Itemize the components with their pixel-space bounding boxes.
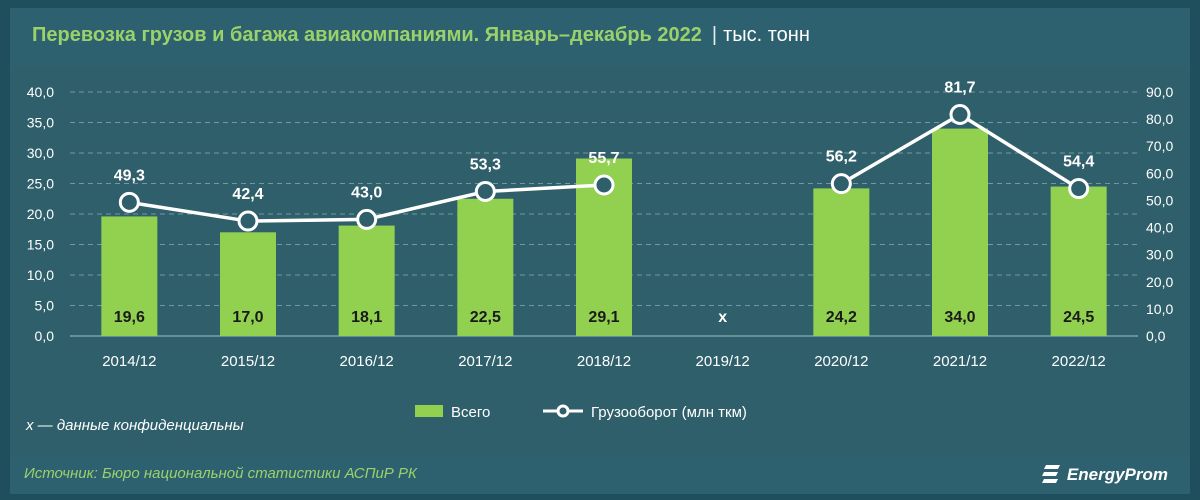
line-value-label: 49,3 xyxy=(114,167,145,184)
y-right-tick-label: 60,0 xyxy=(1146,165,1173,181)
chart-svg: 0,0 5,0 10,0 15,0 20,0 25,0 30,0 35,0 40,0 0,0 10… xyxy=(25,80,1173,434)
x-tick-label: 2022/12 xyxy=(1052,353,1106,370)
y-right-tick-label: 70,0 xyxy=(1146,138,1173,154)
x-tick-label: 2014/12 xyxy=(102,353,156,370)
confidentiality-note: x — данные конфиденциальны xyxy=(25,417,244,434)
bar-value-label: 24,5 xyxy=(1063,309,1094,326)
line-point xyxy=(1068,178,1090,200)
y-right-tick-label: 90,0 xyxy=(1146,84,1173,100)
bar xyxy=(338,225,395,336)
logo-icon xyxy=(1041,465,1060,483)
chart-title: Перевозка грузов и багажа авиакомпаниями… xyxy=(32,24,810,47)
title-separator: | xyxy=(711,24,718,46)
plot-area: 0,0 5,0 10,0 15,0 20,0 25,0 30,0 35,0 40,0 0,0 10… xyxy=(10,66,1190,456)
line-series: 49,3 42,4 43,0 53,3 55,7 56,2 81,7 54,4 xyxy=(114,80,1094,232)
y-right-tick-label: 40,0 xyxy=(1146,220,1173,236)
line-point xyxy=(118,191,140,213)
bar-value-label: 19,6 xyxy=(114,309,145,326)
bar xyxy=(220,232,276,336)
confidential-marker: x xyxy=(718,309,727,326)
x-tick-label: 2020/12 xyxy=(814,353,868,370)
line-point xyxy=(949,104,971,126)
line-point xyxy=(830,173,852,195)
chart-title-text: Перевозка грузов и багажа авиакомпаниями… xyxy=(32,24,702,46)
x-tick-label: 2019/12 xyxy=(696,353,750,370)
y-left-tick-label: 20,0 xyxy=(27,206,54,222)
logo-text: EnergyProm xyxy=(1066,465,1168,484)
line-point xyxy=(356,208,378,230)
line-point xyxy=(237,210,259,232)
y-left-tick-label: 25,0 xyxy=(27,176,54,192)
bar-value-label: 24,2 xyxy=(826,309,857,326)
source-text: Источник: Бюро национальной статистики А… xyxy=(24,465,417,482)
y-right-tick-label: 30,0 xyxy=(1146,247,1173,263)
y-right-tick-label: 10,0 xyxy=(1146,301,1173,317)
y-axis-left: 0,0 5,0 10,0 15,0 20,0 25,0 30,0 35,0 40,0 xyxy=(27,84,54,344)
y-left-tick-label: 15,0 xyxy=(27,237,54,253)
chart-header: Перевозка грузов и багажа авиакомпаниями… xyxy=(10,8,1190,66)
bar-value-label: 18,1 xyxy=(351,309,382,326)
y-left-tick-label: 40,0 xyxy=(27,84,54,100)
bar-value-label: 22,5 xyxy=(470,309,501,326)
bar xyxy=(932,128,988,336)
x-tick-label: 2016/12 xyxy=(340,353,394,370)
y-right-tick-label: 50,0 xyxy=(1146,192,1173,208)
bar xyxy=(813,188,870,336)
chart-footer: Источник: Бюро национальной статистики А… xyxy=(10,456,1190,494)
line-value-label: 53,3 xyxy=(470,156,501,173)
y-right-tick-label: 20,0 xyxy=(1146,274,1173,290)
x-tick-label: 2021/12 xyxy=(933,353,987,370)
line-value-label: 42,4 xyxy=(232,186,263,203)
x-tick-label: 2017/12 xyxy=(458,353,512,370)
bar xyxy=(101,216,158,336)
y-left-tick-label: 0,0 xyxy=(35,328,55,344)
x-axis: 2014/12 2015/12 2016/12 2017/12 2018/12 2019/… xyxy=(102,353,1106,370)
bar-value-label: 34,0 xyxy=(944,309,975,326)
bar-series: 19,6 17,0 18,1 22,5 29,1 24,2 34,0 24,5 x xyxy=(101,128,1107,336)
line-value-label: 43,0 xyxy=(351,184,382,201)
y-left-tick-label: 35,0 xyxy=(27,115,54,131)
x-tick-label: 2015/12 xyxy=(221,353,275,370)
legend-bar-swatch xyxy=(415,405,443,417)
line-point xyxy=(593,174,615,196)
legend-bar-label: Всего xyxy=(451,404,490,421)
bar-value-label: 17,0 xyxy=(232,309,263,326)
legend: Всего Грузооборот (млн ткм) xyxy=(415,404,747,421)
legend-line-marker-inner xyxy=(559,407,567,415)
line-point xyxy=(474,180,496,202)
y-axis-right: 0,0 10,0 20,0 30,0 40,0 50,0 60,0 70,0 80,0 90,0 xyxy=(1146,84,1173,344)
y-right-tick-label: 0,0 xyxy=(1146,328,1166,344)
line-value-label: 56,2 xyxy=(826,149,857,166)
line-value-label: 81,7 xyxy=(944,80,975,97)
x-tick-label: 2018/12 xyxy=(577,353,631,370)
energyprom-logo: EnergyProm xyxy=(1041,463,1168,487)
bar xyxy=(457,198,514,336)
bar xyxy=(1050,186,1107,336)
y-left-tick-label: 30,0 xyxy=(27,145,54,161)
line-value-label: 54,4 xyxy=(1063,154,1094,171)
legend-line-label: Грузооборот (млн ткм) xyxy=(591,404,747,421)
y-left-tick-label: 10,0 xyxy=(27,267,54,283)
bar-value-label: 29,1 xyxy=(588,309,619,326)
y-right-tick-label: 80,0 xyxy=(1146,111,1173,127)
line-value-label: 55,7 xyxy=(588,150,619,167)
y-left-tick-label: 5,0 xyxy=(35,298,55,314)
chart-unit: тыс. тонн xyxy=(723,24,810,46)
